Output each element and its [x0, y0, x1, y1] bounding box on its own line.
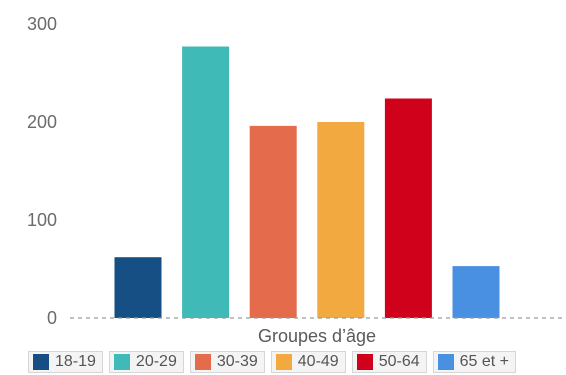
bar-40-49 — [317, 122, 365, 318]
legend-label: 18-19 — [55, 353, 96, 370]
y-axis-ticks: 0 100 200 300 — [27, 14, 57, 328]
legend-item-18-19[interactable]: 18-19 — [28, 351, 103, 373]
legend-item-65-et[interactable]: 65 et + — [432, 351, 516, 373]
bar-65-et — [452, 266, 500, 318]
legend: 18-19 20-29 30-39 40-49 50-64 65 et + — [28, 351, 516, 373]
bar-20-29 — [182, 46, 230, 318]
legend-label: 40-49 — [297, 353, 339, 370]
bar-30-39 — [249, 125, 297, 319]
legend-item-20-29[interactable]: 20-29 — [108, 351, 184, 373]
legend-swatch — [275, 354, 292, 370]
bar-50-64 — [384, 98, 432, 318]
y-tick-label-300: 300 — [27, 14, 57, 34]
x-axis-label: Groupes d’âge — [258, 326, 376, 346]
legend-label: 65 et + — [459, 353, 509, 370]
legend-swatch — [113, 354, 130, 370]
bars — [114, 46, 500, 319]
legend-swatch — [437, 354, 454, 370]
legend-label: 20-29 — [135, 353, 177, 370]
legend-swatch — [356, 354, 373, 370]
legend-item-30-39[interactable]: 30-39 — [189, 351, 265, 373]
y-tick-label-200: 200 — [27, 112, 57, 132]
legend-label: 30-39 — [216, 353, 258, 370]
y-tick-label-0: 0 — [47, 308, 57, 328]
legend-item-50-64[interactable]: 50-64 — [351, 351, 427, 373]
legend-label: 50-64 — [378, 353, 420, 370]
legend-item-40-49[interactable]: 40-49 — [270, 351, 346, 373]
bar-18-19 — [114, 257, 162, 318]
legend-swatch — [194, 354, 211, 370]
legend-swatch — [33, 354, 49, 370]
y-tick-label-100: 100 — [27, 210, 57, 230]
